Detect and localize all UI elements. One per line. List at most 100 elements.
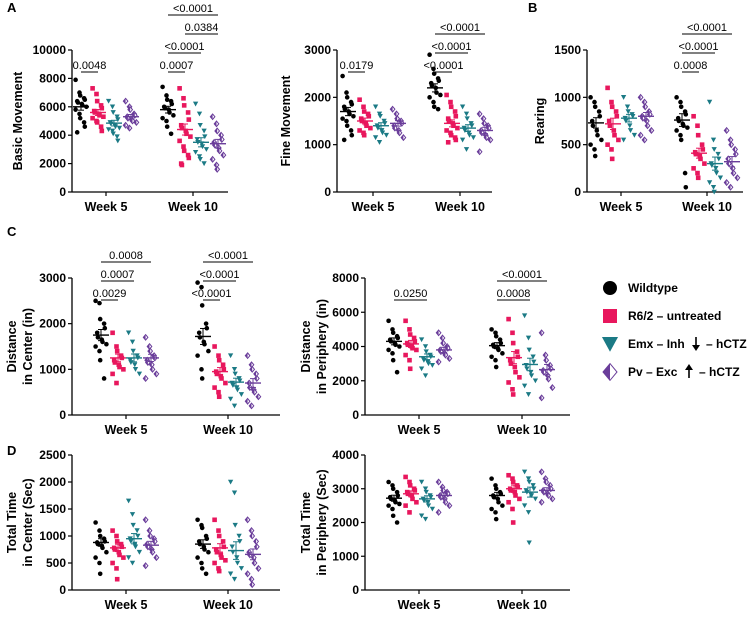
data-point [410, 496, 415, 502]
x-category-label: Week 10 [497, 423, 547, 437]
data-point [698, 156, 703, 162]
data-point [543, 478, 550, 486]
data-point [695, 175, 701, 181]
data-point [132, 362, 138, 368]
data-point [590, 123, 596, 129]
y-tick-label: 2000 [39, 475, 66, 489]
data-point [164, 93, 169, 98]
data-point [717, 175, 724, 181]
x-category-label: Week 5 [85, 200, 128, 214]
data-point [407, 510, 412, 515]
data-point [237, 539, 243, 544]
data-point [101, 321, 107, 326]
data-point [97, 316, 103, 322]
y-tick-label: 2000 [332, 374, 359, 388]
data-point [344, 95, 350, 100]
y-tick-label: 8000 [39, 71, 66, 85]
data-point [452, 109, 458, 114]
y-tick-label: 4000 [39, 128, 66, 142]
data-point [73, 77, 78, 83]
data-point [620, 95, 627, 100]
y-axis-label: Fine Movement [279, 75, 293, 167]
data-point [147, 532, 154, 540]
data-point [214, 549, 220, 555]
data-point [498, 340, 504, 346]
data-point [623, 118, 629, 124]
data-point [606, 118, 612, 124]
data-point [117, 364, 122, 370]
data-point [349, 132, 355, 138]
data-point [609, 156, 615, 162]
data-point [105, 127, 112, 133]
data-point [122, 121, 129, 129]
data-point [497, 337, 503, 342]
x-category-label: Week 10 [497, 598, 547, 612]
p-value-label: <0.0001 [191, 288, 231, 300]
data-point [253, 543, 260, 551]
data-point [192, 149, 199, 155]
data-point [110, 371, 115, 377]
data-point [181, 148, 187, 154]
data-point [678, 132, 683, 138]
data-point [713, 170, 720, 176]
data-point [439, 334, 446, 342]
data-point [114, 576, 120, 582]
data-point [364, 123, 369, 129]
data-point [142, 374, 149, 383]
data-point [147, 347, 154, 355]
data-point [678, 137, 684, 143]
data-point [93, 555, 98, 560]
data-point [418, 337, 425, 343]
data-point [496, 499, 501, 505]
data-point [197, 122, 203, 128]
data-point [709, 163, 715, 169]
data-point [142, 562, 149, 570]
data-point [130, 522, 136, 528]
data-point [625, 109, 631, 115]
data-point [425, 503, 432, 509]
data-point [438, 92, 443, 98]
data-point [114, 348, 120, 354]
data-point [445, 140, 451, 145]
data-point [93, 344, 98, 349]
data-point [164, 124, 170, 129]
data-point [386, 347, 391, 353]
data-point [255, 393, 262, 401]
data-point [114, 533, 119, 539]
data-point [184, 131, 189, 137]
data-point [451, 123, 456, 129]
data-point [183, 128, 189, 134]
data-point [395, 493, 401, 498]
data-point [493, 510, 498, 515]
data-point [508, 361, 514, 366]
data-point [164, 118, 169, 124]
y-tick-label: 2000 [304, 90, 331, 104]
data-point [344, 118, 349, 124]
data-point [489, 327, 494, 332]
data-point [94, 98, 100, 104]
data-point [732, 150, 739, 158]
data-point [234, 560, 241, 566]
data-point [418, 479, 425, 485]
data-point [453, 113, 459, 119]
data-point [592, 147, 597, 152]
data-point [435, 508, 442, 516]
y-axis-label: Total Time [5, 492, 19, 553]
p-value-label: 0.0008 [497, 288, 531, 300]
y-axis-label: in Center (Sec) [21, 478, 35, 566]
data-point [440, 339, 447, 347]
data-point [711, 147, 717, 152]
data-point [423, 489, 429, 495]
data-point [595, 132, 600, 138]
y-tick-label: 2000 [39, 317, 66, 331]
data-point [620, 137, 627, 143]
data-point [693, 151, 699, 157]
data-point [234, 387, 241, 393]
data-point [425, 361, 432, 367]
data-point [390, 486, 396, 492]
data-point [197, 157, 203, 162]
data-point [691, 166, 696, 171]
data-point [422, 344, 429, 350]
data-point [114, 566, 119, 571]
